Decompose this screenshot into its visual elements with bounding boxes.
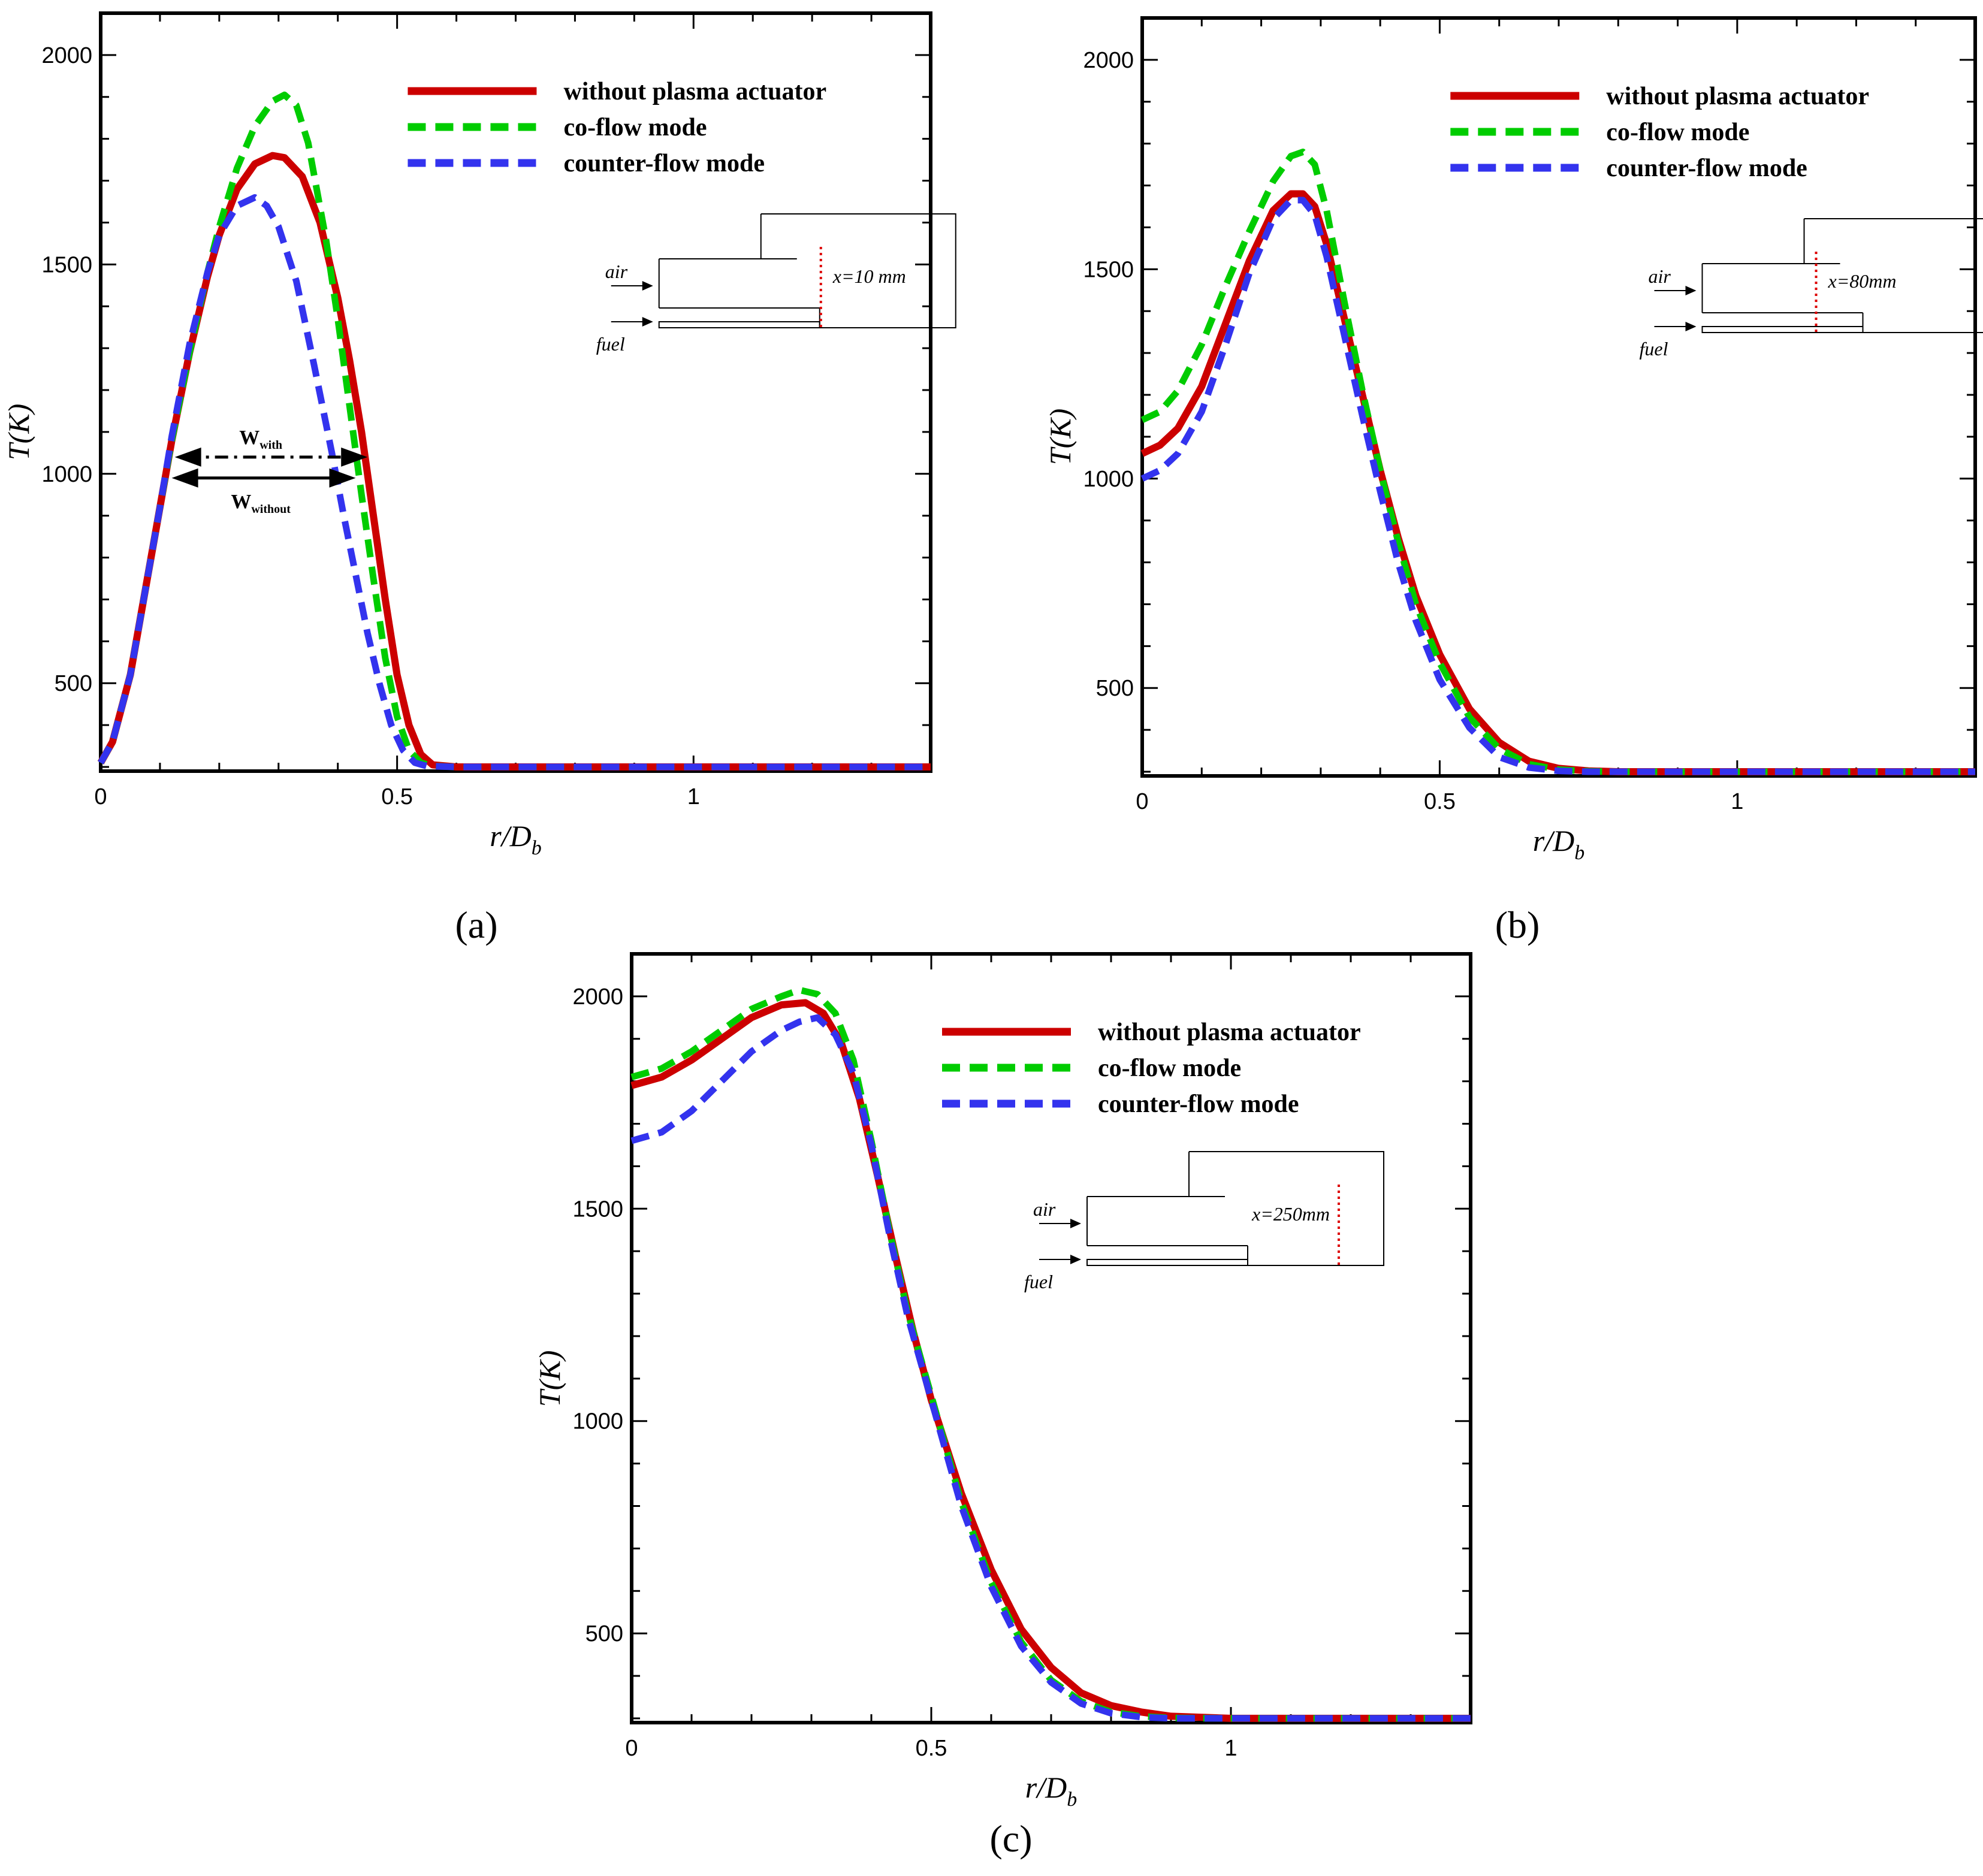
legend-label: co-flow mode [1606, 119, 1749, 146]
x-tick-label: 0.5 [381, 784, 413, 809]
x-tick-label: 0 [94, 784, 107, 809]
legend-label: counter-flow mode [563, 150, 765, 177]
legend-label: co-flow mode [563, 114, 707, 141]
y-tick-label: 2000 [572, 984, 623, 1010]
y-tick-label: 500 [1096, 676, 1134, 701]
w-without-label: Wwithout [231, 491, 291, 516]
panel-label: (a) [455, 904, 497, 946]
inset-fuel-label: fuel [1640, 338, 1668, 360]
y-axis-title: T(K) [1043, 409, 1077, 465]
w-with-arrow-right [341, 447, 368, 467]
y-tick-label: 1000 [41, 462, 92, 487]
w-without-arrow-right [329, 468, 356, 488]
legend-label: without plasma actuator [563, 78, 826, 105]
x-axis-title-main: r/D [490, 819, 531, 853]
plot-frame [630, 952, 1472, 1724]
y-axis-title: T(K) [2, 404, 35, 460]
x-tick-label: 0.5 [1424, 789, 1456, 814]
inset-fuel-pipe [658, 321, 820, 328]
x-tick-label: 1 [1224, 1736, 1237, 1761]
x-axis-title-sub: b [532, 837, 542, 859]
legend-label: counter-flow mode [1606, 155, 1807, 182]
x-tick-label: 0 [1136, 789, 1148, 814]
series-line-counter-flow [1140, 197, 1975, 775]
fuel-arrow-head [1070, 1255, 1081, 1264]
x-axis-title: r/Db [1533, 824, 1584, 864]
inset-air-label: air [1649, 265, 1671, 287]
x-axis-title: r/Db [1025, 1771, 1077, 1811]
series-line-without-plasma [97, 152, 931, 771]
series-line-counter-flow [630, 1014, 1471, 1722]
series-line-without-plasma [630, 999, 1471, 1722]
y-tick-label: 2000 [41, 43, 92, 68]
inset-air-label: air [605, 261, 628, 282]
panel-label: (b) [1495, 904, 1540, 946]
w-with-label: Wwith [239, 427, 282, 452]
fuel-arrow-head [1685, 322, 1697, 331]
inset-fuel-pipe [1086, 1259, 1248, 1266]
inset-schematic: air fuel x=250mm [1024, 1151, 1384, 1292]
inset-station-label: x=80mm [1828, 270, 1897, 292]
y-tick-label: 1500 [1083, 257, 1134, 282]
inset-station-label: x=10 mm [832, 265, 906, 287]
inset-fuel-pipe [1701, 326, 1864, 333]
y-tick-label: 500 [55, 671, 92, 696]
series-line-counter-flow [98, 194, 931, 771]
air-arrow-head [642, 281, 653, 291]
legend-label: co-flow mode [1098, 1055, 1241, 1082]
inset-station-label: x=250mm [1251, 1203, 1330, 1225]
x-axis-title-main: r/D [1025, 1771, 1067, 1804]
inset-chamber [659, 213, 956, 328]
x-axis-title-sub: b [1067, 1789, 1077, 1811]
legend-label: without plasma actuator [1606, 83, 1869, 110]
x-axis-title-sub: b [1574, 842, 1584, 864]
inset-air-label: air [1033, 1198, 1056, 1220]
y-tick-label: 1000 [1083, 467, 1134, 492]
air-arrow-head [1685, 286, 1697, 295]
w-with-arrow-left [174, 447, 201, 467]
y-tick-label: 1500 [572, 1197, 623, 1222]
fuel-arrow-head [642, 317, 653, 327]
x-tick-label: 0 [625, 1736, 638, 1761]
w-with-sub: with [259, 439, 282, 452]
y-tick-label: 2000 [1083, 48, 1134, 73]
inset-schematic: air fuel x=80mm [1640, 218, 1983, 360]
legend-label: without plasma actuator [1098, 1019, 1361, 1046]
inset-fuel-label: fuel [1024, 1271, 1053, 1292]
series-line-co-flow [630, 986, 1471, 1722]
w-without-sub: without [251, 503, 291, 516]
x-tick-label: 1 [1731, 789, 1743, 814]
x-axis-title-main: r/D [1533, 824, 1574, 857]
legend-label: counter-flow mode [1098, 1090, 1299, 1118]
y-tick-label: 500 [585, 1621, 623, 1647]
inset-schematic: air fuel x=10 mm [596, 213, 956, 355]
y-axis-title: T(K) [533, 1351, 566, 1407]
x-axis-title: r/Db [490, 819, 541, 859]
y-tick-label: 1000 [572, 1409, 623, 1434]
w-with-main: W [239, 427, 259, 449]
air-arrow-head [1070, 1219, 1081, 1228]
series-line-co-flow [98, 91, 931, 771]
w-without-arrow-left [171, 468, 198, 488]
y-tick-label: 1500 [41, 252, 92, 277]
panel-label: (c) [989, 1817, 1032, 1860]
w-without-main: W [231, 491, 251, 513]
plot-frame [1140, 16, 1977, 778]
inset-fuel-label: fuel [596, 333, 625, 355]
plot-frame [99, 11, 932, 773]
x-tick-label: 1 [687, 784, 700, 809]
series-line-co-flow [1140, 149, 1975, 775]
x-tick-label: 0.5 [916, 1736, 947, 1761]
